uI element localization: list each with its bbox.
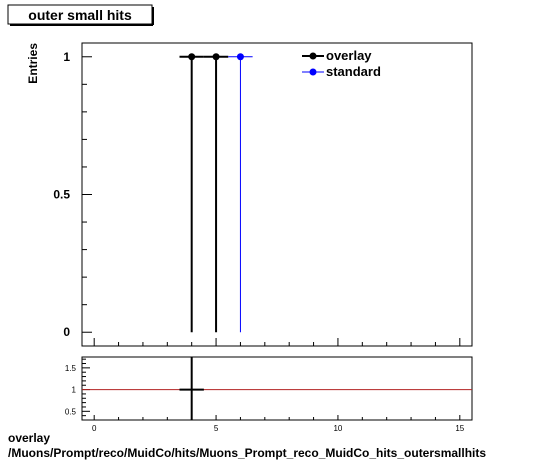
series-standard-point [236, 53, 244, 61]
y-axis-label: Entries [26, 43, 40, 84]
legend-standard-label: standard [326, 64, 381, 79]
legend-overlay-label: overlay [326, 48, 372, 63]
legend: overlay standard [302, 48, 381, 79]
main-tick-labels: 00.51 [53, 50, 70, 339]
ratio-data-marks [82, 357, 472, 420]
chart-title: outer small hits [28, 7, 132, 23]
ratio-tick-labels: 0 5 10 15 0.5 1 1.5 [65, 364, 465, 433]
ratio-x-tick-label: 5 [214, 424, 219, 433]
ratio-y-tick-label: 1 [72, 386, 77, 395]
caption-line-1: overlay [8, 431, 51, 445]
legend-standard-marker [309, 68, 317, 76]
ratio-x-tick-label: 0 [92, 424, 97, 433]
main-y-tick-label: 0 [63, 325, 70, 339]
main-y-tick-label: 0.5 [53, 188, 70, 202]
series-overlay-point [188, 53, 196, 61]
main-axis-ticks [82, 56, 461, 346]
ratio-y-tick-label: 1.5 [65, 364, 77, 373]
main-y-tick-label: 1 [63, 50, 70, 64]
legend-overlay-marker [309, 52, 317, 60]
series-overlay-point [212, 53, 220, 61]
ratio-x-tick-label: 10 [333, 424, 342, 433]
ratio-y-tick-label: 0.5 [65, 407, 77, 416]
ratio-x-tick-label: 15 [455, 424, 464, 433]
main-data-marks [179, 53, 253, 333]
ratio-plot-frame [81, 356, 473, 421]
main-plot-frame [81, 42, 473, 347]
caption-line-2: /Muons/Prompt/reco/MuidCo/hits/Muons_Pro… [8, 446, 487, 460]
